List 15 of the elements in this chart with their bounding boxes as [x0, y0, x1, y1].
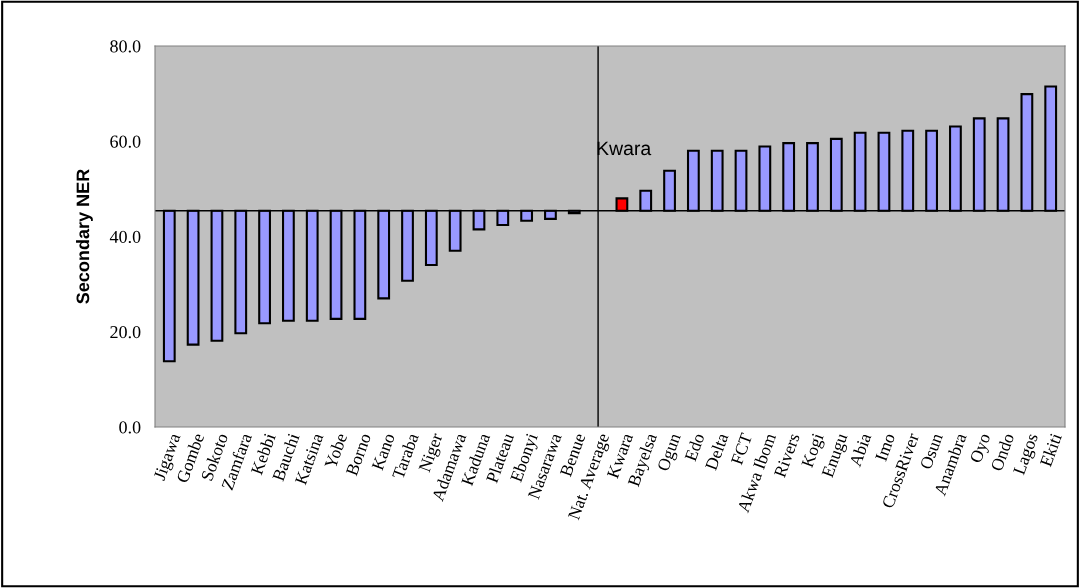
x-tick-label: Delta: [704, 432, 729, 471]
y-tick-label: 20.0: [110, 326, 141, 339]
x-tick-label: Ogun: [657, 432, 685, 473]
x-tick-label: Abia: [848, 432, 872, 468]
x-tick-label: Yobe: [323, 432, 348, 470]
x-tick-label: Edo: [683, 432, 705, 462]
y-tick-label: 40.0: [109, 230, 141, 244]
y-tick-label: 80.0: [110, 40, 141, 53]
y-tick-label: 60.0: [110, 135, 141, 148]
y-axis-title: Secondary NER: [76, 169, 93, 304]
y-tick-label: 0.0: [119, 421, 141, 434]
x-tick-label: Ekiti: [1039, 432, 1063, 468]
x-tick-label: Rivers: [773, 432, 800, 479]
x-tick-label: Borno: [345, 432, 372, 477]
x-tick-label: FCT: [730, 432, 753, 466]
